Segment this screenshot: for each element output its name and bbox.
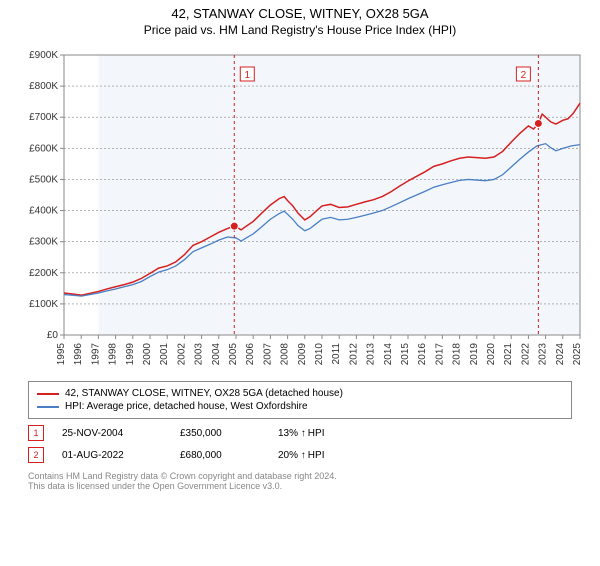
legend-item: HPI: Average price, detached house, West…	[37, 401, 563, 412]
svg-text:2023: 2023	[538, 343, 549, 366]
legend-label: 42, STANWAY CLOSE, WITNEY, OX28 5GA (det…	[65, 388, 343, 399]
svg-text:2: 2	[521, 70, 527, 81]
svg-text:1996: 1996	[73, 343, 84, 366]
svg-text:1995: 1995	[56, 343, 67, 366]
svg-text:2010: 2010	[314, 343, 325, 366]
svg-text:2025: 2025	[572, 343, 583, 366]
svg-text:2003: 2003	[194, 343, 205, 366]
legend-swatch	[37, 393, 59, 395]
footer: Contains HM Land Registry data © Crown c…	[28, 471, 572, 491]
svg-text:1997: 1997	[90, 343, 101, 366]
chart-container: 42, STANWAY CLOSE, WITNEY, OX28 5GA Pric…	[0, 6, 600, 566]
sale-price: £350,000	[180, 428, 260, 439]
svg-text:2012: 2012	[348, 343, 359, 366]
svg-text:£800K: £800K	[29, 81, 58, 92]
chart-plot-area: £0 £100K £200K £300K £400K £500K £600K £700K £80…	[10, 45, 590, 375]
svg-text:£500K: £500K	[29, 174, 58, 185]
svg-text:£900K: £900K	[29, 50, 58, 61]
sale-price: £680,000	[180, 450, 260, 461]
svg-text:1998: 1998	[108, 343, 119, 366]
sale-marker-box: 1	[28, 425, 44, 441]
sale-row: 2 01-AUG-2022 £680,000 20% HPI	[28, 447, 572, 463]
sale-marker-box: 2	[28, 447, 44, 463]
svg-text:2006: 2006	[245, 343, 256, 366]
svg-text:2011: 2011	[331, 343, 342, 365]
svg-text:2024: 2024	[555, 343, 566, 366]
svg-text:£200K: £200K	[29, 268, 58, 279]
svg-text:2014: 2014	[383, 343, 394, 366]
footer-line-2: This data is licensed under the Open Gov…	[28, 481, 572, 491]
svg-text:2019: 2019	[469, 343, 480, 366]
svg-text:2018: 2018	[452, 343, 463, 366]
svg-text:1: 1	[244, 70, 250, 81]
svg-text:2008: 2008	[280, 343, 291, 366]
svg-text:£700K: £700K	[29, 112, 58, 123]
legend-swatch	[37, 406, 59, 408]
sale-row: 1 25-NOV-2004 £350,000 13% HPI	[28, 425, 572, 441]
svg-text:2005: 2005	[228, 343, 239, 366]
svg-text:2016: 2016	[417, 343, 428, 366]
svg-text:1999: 1999	[125, 343, 136, 366]
svg-text:2015: 2015	[400, 343, 411, 366]
svg-text:2022: 2022	[520, 343, 531, 366]
svg-text:2009: 2009	[297, 343, 308, 366]
chart-title: 42, STANWAY CLOSE, WITNEY, OX28 5GA	[0, 6, 600, 21]
svg-text:2000: 2000	[142, 343, 153, 366]
sale-date: 01-AUG-2022	[62, 450, 162, 461]
svg-text:£0: £0	[47, 330, 59, 341]
line-chart-svg: £0 £100K £200K £300K £400K £500K £600K £700K £80…	[10, 45, 590, 375]
sale-date: 25-NOV-2004	[62, 428, 162, 439]
svg-text:£100K: £100K	[29, 299, 58, 310]
legend: 42, STANWAY CLOSE, WITNEY, OX28 5GA (det…	[28, 381, 572, 419]
svg-text:2004: 2004	[211, 343, 222, 366]
svg-text:2020: 2020	[486, 343, 497, 366]
svg-text:£600K: £600K	[29, 143, 58, 154]
footer-line-1: Contains HM Land Registry data © Crown c…	[28, 471, 572, 481]
svg-text:2007: 2007	[262, 343, 273, 366]
svg-text:£300K: £300K	[29, 237, 58, 248]
sale-diff: 20% HPI	[278, 450, 324, 461]
svg-text:£400K: £400K	[29, 206, 58, 217]
sales-list: 1 25-NOV-2004 £350,000 13% HPI 2 01-AUG-2022 £…	[0, 425, 600, 463]
sale-diff: 13% HPI	[278, 428, 324, 439]
legend-label: HPI: Average price, detached house, West…	[65, 401, 308, 412]
svg-text:2013: 2013	[366, 343, 377, 366]
chart-subtitle: Price paid vs. HM Land Registry's House …	[0, 23, 600, 37]
svg-text:2002: 2002	[176, 343, 187, 366]
svg-text:2017: 2017	[434, 343, 445, 366]
svg-text:2001: 2001	[159, 343, 170, 366]
legend-item: 42, STANWAY CLOSE, WITNEY, OX28 5GA (det…	[37, 388, 563, 399]
svg-text:2021: 2021	[503, 343, 514, 366]
